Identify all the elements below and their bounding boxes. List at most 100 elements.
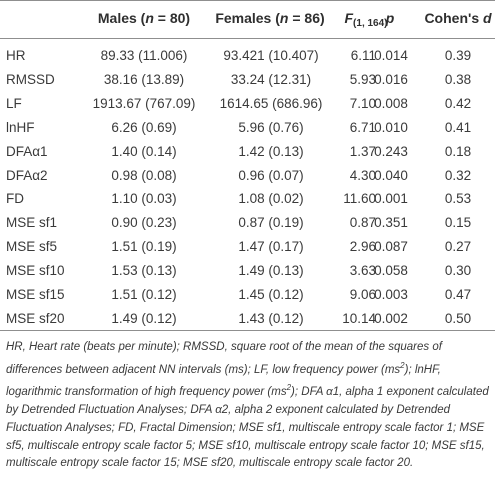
f-value: 10.14 <box>342 310 376 326</box>
header-f-statistic: F(1, 164) <box>336 10 396 29</box>
females-value: 1.49 (0.13) <box>238 263 304 279</box>
table-row: lnHF 6.26 (0.69) 5.96 (0.76) 6.71 0.010 0.41 <box>0 116 495 140</box>
table-bottom-rule <box>0 330 495 331</box>
row-label: MSE sf20 <box>6 310 65 326</box>
p-value: 0.002 <box>374 310 408 326</box>
footnote-superscript-2: 2 <box>286 383 292 393</box>
f-value: 0.87 <box>349 215 376 231</box>
females-value: 1.42 (0.13) <box>238 143 304 159</box>
f-value: 6.11 <box>350 48 376 63</box>
table-row: RMSSD 38.16 (13.89) 33.24 (12.31) 5.93 0.016… <box>0 68 495 92</box>
row-label: LF <box>6 95 22 111</box>
p-value: 0.351 <box>374 215 408 231</box>
cohens-d-value: 0.53 <box>444 191 472 207</box>
males-value: 1.49 (0.12) <box>111 310 177 326</box>
header-males: Males (n = 80) <box>89 10 199 26</box>
f-value: 7.10 <box>349 95 376 111</box>
table-footnote: HR, Heart rate (beats per minute); RMSSD… <box>6 339 490 473</box>
row-label: MSE sf5 <box>6 239 58 255</box>
f-value: 4.30 <box>349 167 376 183</box>
f-value: 2.96 <box>349 239 376 255</box>
footnote-superscript-1: 2 <box>400 360 405 370</box>
row-label: FD <box>6 191 24 207</box>
row-label: lnHF <box>6 119 35 135</box>
cohens-d-value: 0.41 <box>444 119 472 135</box>
cohens-d-value: 0.15 <box>444 215 472 231</box>
p-value: 0.003 <box>374 287 408 302</box>
p-value: 0.014 <box>374 48 408 63</box>
females-value: 0.96 (0.07) <box>238 167 304 183</box>
header-males-n: n <box>145 10 154 26</box>
header-cohens-label: Cohen's <box>424 10 483 26</box>
header-females-count: = 86) <box>288 10 325 26</box>
row-label: MSE sf10 <box>6 263 65 279</box>
cohens-d-value: 0.39 <box>444 48 472 63</box>
males-value: 6.26 (0.69) <box>111 119 177 135</box>
header-cohens-d: Cohen's d <box>422 10 494 26</box>
row-label: MSE sf1 <box>6 215 58 231</box>
males-value: 1913.67 (767.09) <box>92 95 196 111</box>
females-value: 33.24 (12.31) <box>230 71 312 87</box>
header-males-label: Males ( <box>97 10 146 26</box>
f-value: 3.63 <box>349 263 376 279</box>
footnote-text-2: ); lnHF, logarithmic transformation of h… <box>6 363 441 399</box>
males-value: 1.10 (0.03) <box>111 191 177 207</box>
table-row: HR 89.33 (11.006) 93.421 (10.407) 6.11 0.014… <box>0 44 495 68</box>
cohens-d-value: 0.30 <box>444 263 472 279</box>
females-value: 1.47 (0.17) <box>238 239 304 255</box>
header-females-label: Females ( <box>215 10 280 26</box>
row-label: DFAα1 <box>6 143 48 159</box>
table-row: MSE sf20 1.49 (0.12) 1.43 (0.12) 10.14 0.002… <box>0 307 495 331</box>
f-value: 5.93 <box>349 71 376 87</box>
header-females-n: n <box>279 10 289 26</box>
cohens-d-value: 0.42 <box>444 95 472 111</box>
cohens-d-value: 0.18 <box>444 143 472 159</box>
row-label: RMSSD <box>6 71 55 87</box>
males-value: 38.16 (13.89) <box>103 71 185 87</box>
cohens-d-value: 0.27 <box>444 239 472 255</box>
cohens-d-value: 0.38 <box>444 71 472 87</box>
females-value: 93.421 (10.407) <box>223 48 319 63</box>
females-value: 1.43 (0.12) <box>238 310 304 326</box>
females-value: 1614.65 (686.96) <box>219 95 323 111</box>
males-value: 1.51 (0.19) <box>111 239 177 255</box>
males-value: 1.53 (0.13) <box>111 263 177 279</box>
f-value: 9.06 <box>349 287 376 302</box>
table-top-rule <box>0 0 495 1</box>
males-value: 1.40 (0.14) <box>111 143 177 159</box>
males-value: 0.90 (0.23) <box>111 215 177 231</box>
p-value: 0.087 <box>374 239 408 255</box>
row-label: MSE sf15 <box>6 287 65 302</box>
header-d-letter: d <box>483 10 492 26</box>
males-value: 1.51 (0.12) <box>111 287 177 302</box>
p-value: 0.008 <box>374 95 408 111</box>
f-value: 6.71 <box>349 119 376 135</box>
table-row: MSE sf5 1.51 (0.19) 1.47 (0.17) 2.96 0.087 0.… <box>0 235 495 259</box>
males-value: 89.33 (11.006) <box>100 48 188 63</box>
p-value: 0.001 <box>374 191 408 207</box>
cohens-d-value: 0.32 <box>444 167 472 183</box>
cohens-d-value: 0.50 <box>444 310 472 326</box>
row-label: HR <box>6 48 26 63</box>
table-row: DFAα1 1.40 (0.14) 1.42 (0.13) 1.37 0.243 0.18 <box>0 140 495 164</box>
females-value: 0.87 (0.19) <box>238 215 304 231</box>
header-p-value: p <box>370 10 410 26</box>
p-value: 0.010 <box>374 119 408 135</box>
p-value: 0.016 <box>374 71 408 87</box>
header-males-count: = 80) <box>153 10 191 26</box>
cohens-d-value: 0.47 <box>444 287 472 302</box>
row-label: DFAα2 <box>6 167 48 183</box>
table-row: MSE sf1 0.90 (0.23) 0.87 (0.19) 0.87 0.351 0.… <box>0 211 495 235</box>
table-row: LF 1913.67 (767.09) 1614.65 (686.96) 7.10 0.… <box>0 92 495 116</box>
f-value: 1.37 <box>349 143 376 159</box>
females-value: 1.08 (0.02) <box>238 191 304 207</box>
table-row: MSE sf10 1.53 (0.13) 1.49 (0.13) 3.63 0.058 0… <box>0 259 495 283</box>
p-value: 0.040 <box>374 167 408 183</box>
header-p-letter: p <box>385 10 395 26</box>
footnote-text-1: HR, Heart rate (beats per minute); RMSSD… <box>6 341 442 376</box>
footnote-text-3: ); DFA α1, alpha 1 exponent calculated b… <box>6 386 489 470</box>
header-rule <box>0 38 495 39</box>
males-value: 0.98 (0.08) <box>111 167 177 183</box>
p-value: 0.058 <box>374 263 408 279</box>
females-value: 5.96 (0.76) <box>238 119 304 135</box>
